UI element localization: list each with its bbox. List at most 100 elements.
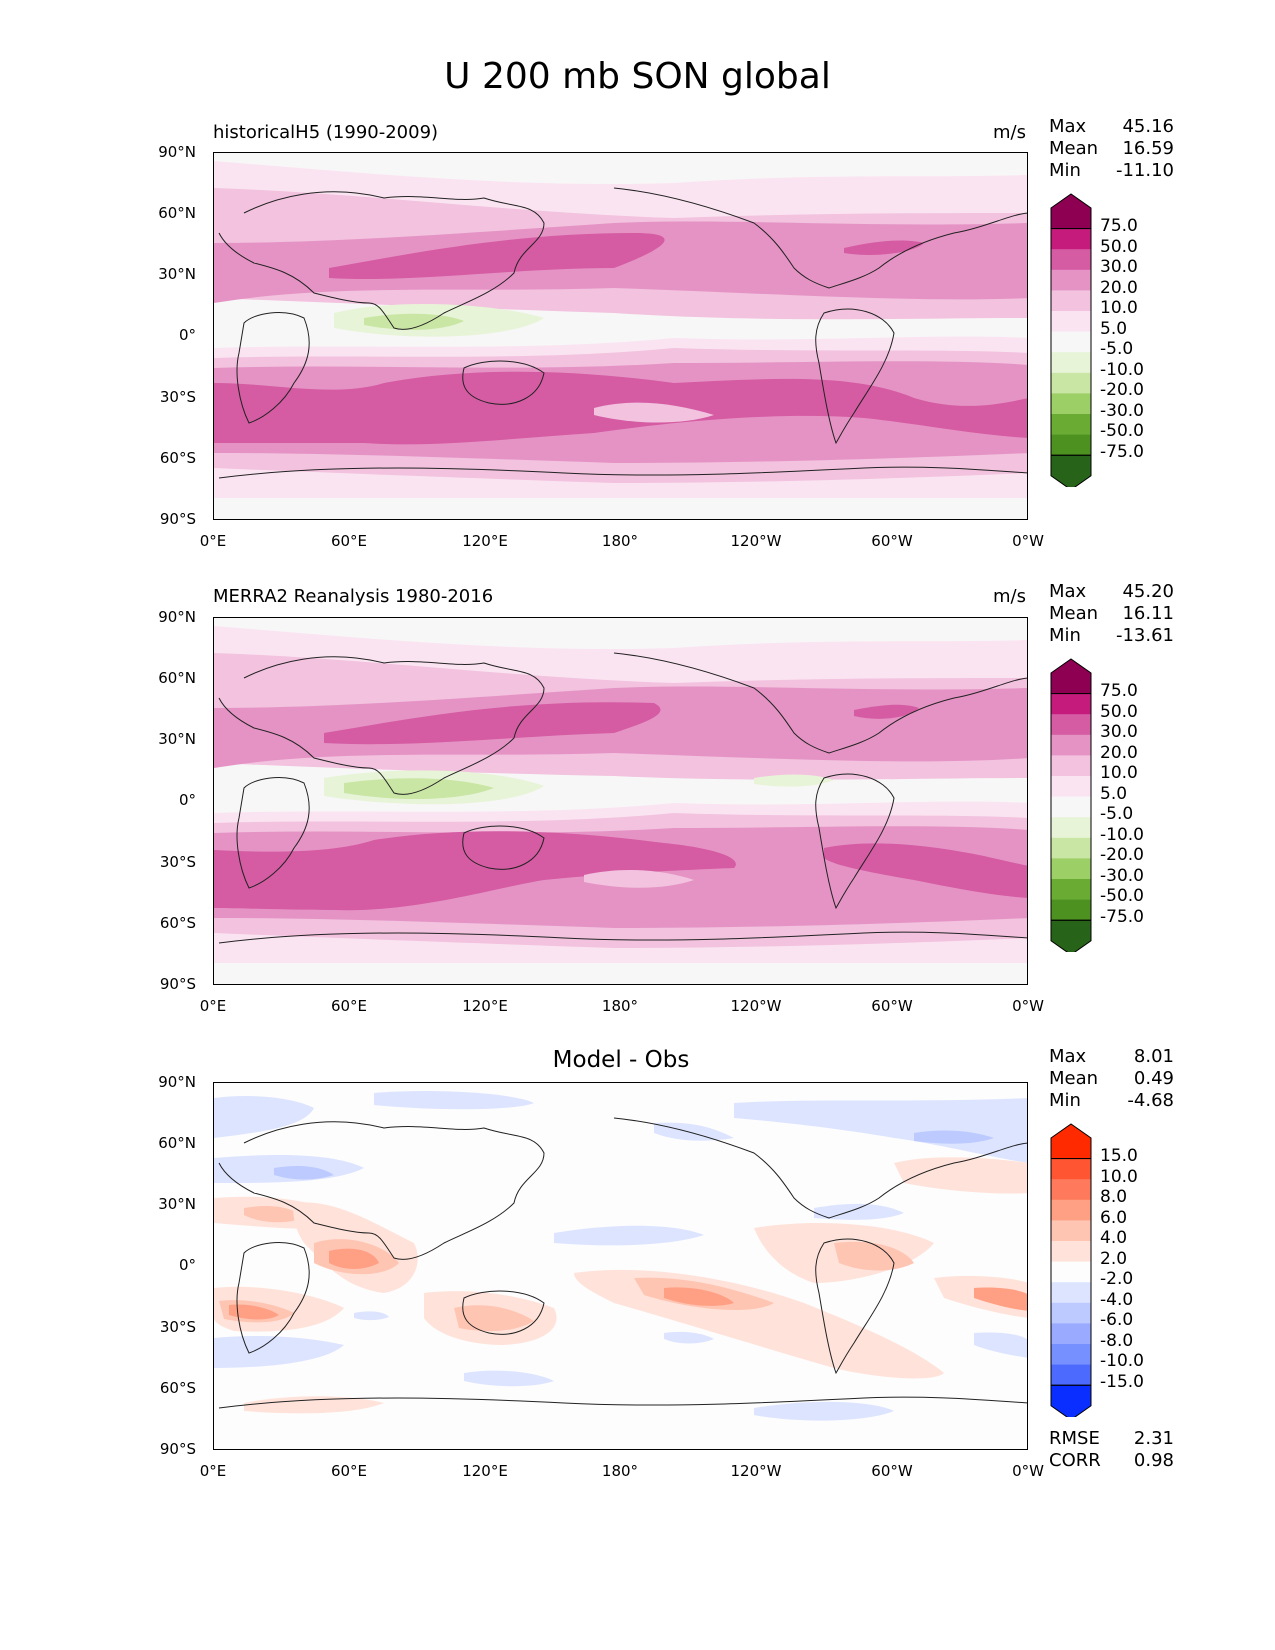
colorbar-label: 15.0	[1100, 1146, 1138, 1166]
colorbar-label: 75.0	[1100, 216, 1138, 236]
colorbar-border	[1050, 693, 1092, 921]
colorbar-swatch	[1051, 1199, 1091, 1221]
colorbar-swatch	[1051, 1179, 1091, 1201]
lon-tick: 0°E	[199, 997, 227, 1015]
colorbar-label: 6.0	[1100, 1207, 1128, 1228]
obs-mean-label: Mean	[1049, 603, 1099, 624]
lon-tick: 180°	[601, 1462, 639, 1480]
colorbar-label: 75.0	[1100, 681, 1138, 701]
colorbar-swatch	[1051, 755, 1091, 777]
lon-tick: 0°E	[199, 532, 227, 550]
colorbar-label: -50.0	[1100, 421, 1144, 441]
model-colorbar-labels: 75.0 50.0 30.0 20.0 10.0 5.0 -5.0 -10.0 …	[1100, 216, 1144, 462]
colorbar-swatch	[1051, 1323, 1091, 1345]
lon-tick: 120°W	[730, 997, 782, 1015]
diff-mean-value: 0.49	[1133, 1068, 1174, 1089]
lat-tick: 90°N	[158, 143, 196, 161]
obs-min-value: -13.61	[1115, 625, 1174, 646]
lat-tick: 60°N	[158, 669, 196, 687]
lon-tick: 120°E	[462, 1462, 508, 1480]
lat-tick: 30°N	[158, 1195, 196, 1213]
colorbar-label: -6.0	[1100, 1310, 1134, 1330]
lat-tick: 60°S	[159, 449, 196, 467]
colorbar-label: 5.0	[1100, 318, 1128, 339]
panel-model-title: historicalH5 (1990-2009)	[213, 122, 439, 143]
colorbar-label: 20.0	[1100, 742, 1138, 763]
lon-tick: 120°W	[730, 532, 782, 550]
colorbar-swatch	[1051, 1220, 1091, 1242]
lat-tick: 30°N	[158, 265, 196, 283]
colorbar-swatch	[1051, 331, 1091, 353]
panel-diff-title: Model - Obs	[552, 1047, 690, 1073]
lat-tick: 90°N	[158, 1073, 196, 1091]
lon-tick: 180°	[601, 532, 639, 550]
obs-map	[213, 617, 1028, 985]
colorbar-swatch	[1051, 228, 1091, 250]
corr-label: CORR	[1049, 1450, 1101, 1471]
colorbar-swatch	[1051, 352, 1091, 374]
colorbar-label: 20.0	[1100, 277, 1138, 298]
colorbar-label: 30.0	[1100, 722, 1138, 742]
colorbar-swatch	[1051, 796, 1091, 818]
diff-colorbar	[1050, 1123, 1092, 1417]
lon-tick: 0°W	[1012, 532, 1044, 550]
lat-tick: 0°	[178, 326, 196, 344]
colorbar-label: -30.0	[1100, 400, 1144, 421]
lat-tick: 30°S	[159, 853, 196, 871]
colorbar-border	[1050, 1158, 1092, 1386]
model-min-value: -11.10	[1115, 160, 1174, 181]
lon-tick: 60°W	[871, 997, 913, 1015]
lat-tick: 60°S	[159, 914, 196, 932]
colorbar-swatch	[1051, 693, 1091, 715]
obs-mean-value: 16.11	[1122, 603, 1174, 624]
lon-tick: 120°W	[730, 1462, 782, 1480]
lat-tick: 0°	[178, 791, 196, 809]
model-colorbar	[1050, 193, 1092, 487]
diff-map	[213, 1082, 1028, 1450]
colorbar-label: -20.0	[1100, 380, 1144, 400]
colorbar-swatch	[1051, 1261, 1091, 1283]
colorbar-swatch	[1051, 414, 1091, 436]
colorbar-label: -8.0	[1100, 1330, 1134, 1351]
colorbar-swatch	[1051, 249, 1091, 271]
colorbar-swatch	[1051, 837, 1091, 859]
colorbar-label: -75.0	[1100, 441, 1144, 462]
model-min-label: Min	[1049, 160, 1081, 181]
colorbar-label: -4.0	[1100, 1289, 1134, 1310]
colorbar-label: 50.0	[1100, 236, 1138, 257]
colorbar-label: 2.0	[1100, 1248, 1128, 1269]
colorbar-swatch	[1051, 393, 1091, 415]
colorbar-label: -10.0	[1100, 359, 1144, 380]
colorbar-swatch	[1051, 734, 1091, 756]
colorbar-label: 50.0	[1100, 701, 1138, 722]
colorbar-label: 10.0	[1100, 298, 1138, 318]
lat-tick: 60°S	[159, 1379, 196, 1397]
obs-max-label: Max	[1049, 581, 1087, 602]
model-mean-value: 16.59	[1122, 138, 1174, 159]
colorbar-swatch	[1051, 269, 1091, 291]
colorbar-label: -2.0	[1100, 1269, 1134, 1289]
colorbar-swatch	[1051, 776, 1091, 798]
panel-obs-title: MERRA2 Reanalysis 1980-2016	[213, 586, 494, 607]
diff-mean-label: Mean	[1049, 1068, 1099, 1089]
lon-tick: 60°W	[871, 532, 913, 550]
model-map	[213, 152, 1028, 520]
colorbar-swatch	[1051, 1344, 1091, 1366]
colorbar-swatch	[1051, 817, 1091, 839]
lon-tick: 0°W	[1012, 997, 1044, 1015]
diff-colorbar-labels: 15.0 10.0 8.0 6.0 4.0 2.0 -2.0 -4.0 -6.0…	[1100, 1146, 1144, 1392]
rmse-label: RMSE	[1049, 1428, 1100, 1449]
diff-min-value: -4.68	[1127, 1090, 1174, 1111]
lat-tick: 90°S	[159, 510, 196, 528]
obs-min-label: Min	[1049, 625, 1081, 646]
colorbar-swatch	[1051, 434, 1091, 456]
colorbar-swatch	[1051, 290, 1091, 312]
colorbar-label: -15.0	[1100, 1371, 1144, 1392]
lon-tick: 60°E	[330, 532, 368, 550]
colorbar-arrow-top	[1050, 193, 1092, 230]
colorbar-label: -20.0	[1100, 845, 1144, 865]
colorbar-swatch	[1051, 1282, 1091, 1304]
colorbar-swatch	[1051, 858, 1091, 880]
colorbar-label: 10.0	[1100, 763, 1138, 783]
model-max-value: 45.16	[1122, 116, 1174, 137]
